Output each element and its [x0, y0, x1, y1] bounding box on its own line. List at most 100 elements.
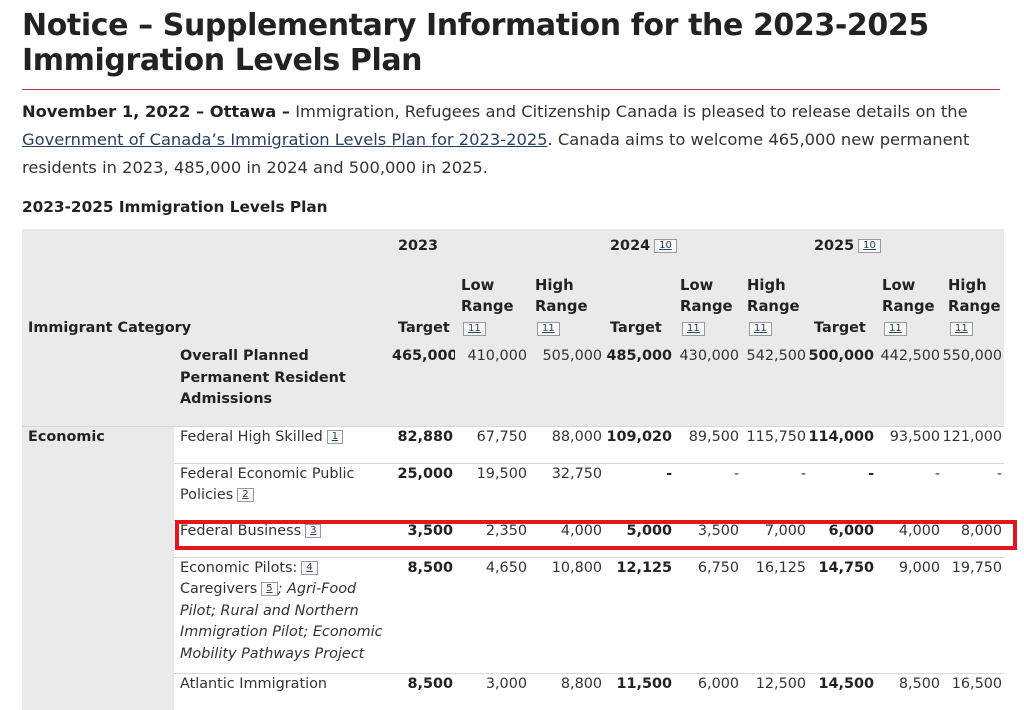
value-cell: 25,000 — [392, 463, 456, 520]
footnote-link[interactable]: 10 — [858, 239, 881, 253]
high-range-header: High Range 11 — [741, 264, 809, 346]
value-cell: 19,500 — [455, 463, 530, 520]
immigration-levels-table: Immigrant Category 2023 2024 10 2025 10 Ta… — [22, 229, 1005, 710]
intro-text-before-link: Immigration, Refugees and Citizenship Ca… — [290, 102, 968, 121]
value-cell: - — [808, 463, 877, 520]
subcategory-cell: Federal Business 3 — [174, 520, 393, 557]
value-cell: 8,800 — [529, 673, 605, 710]
subcategory-cell: Federal Economic Public Policies 2 — [174, 463, 393, 520]
table-row-federal-high-skilled: Economic Federal High Skilled 1 82,880 67… — [22, 426, 1005, 710]
value-cell: 500,000 — [808, 346, 877, 426]
footnote-link[interactable]: 1 — [326, 429, 344, 444]
value-cell: 505,000 — [529, 346, 605, 426]
value-cell: 8,500 — [392, 557, 456, 673]
value-cell: 6,000 — [808, 520, 877, 557]
value-cell: 2,350 — [455, 520, 530, 557]
value-cell: 114,000 — [808, 426, 877, 463]
value-cell: 4,650 — [455, 557, 530, 673]
page-title: Notice – Supplementary Information for t… — [22, 8, 929, 78]
value-cell: 542,500 — [741, 346, 809, 426]
value-cell: 6,000 — [674, 673, 742, 710]
value-cell: 93,500 — [876, 426, 943, 463]
value-cell: 8,500 — [876, 673, 943, 710]
value-cell: - — [604, 463, 675, 520]
value-cell: 465,000 — [392, 346, 456, 426]
value-cell: 410,000 — [455, 346, 530, 426]
value-cell: 7,000 — [741, 520, 809, 557]
subcategory-cell: Overall Planned Permanent Resident Admis… — [174, 346, 393, 426]
value-cell: 6,750 — [674, 557, 742, 673]
levels-plan-link[interactable]: Government of Canada’s Immigration Level… — [22, 130, 548, 149]
subcategory-cell: Federal High Skilled 1 — [174, 426, 393, 463]
value-cell: 9,000 — [876, 557, 943, 673]
value-cell: 5,000 — [604, 520, 675, 557]
value-cell: 109,020 — [604, 426, 675, 463]
value-cell: 12,125 — [604, 557, 675, 673]
footnote-link[interactable]: 11 — [884, 321, 907, 336]
footnote-link[interactable]: 11 — [749, 321, 772, 336]
year-header-2024: 2024 10 — [604, 229, 809, 264]
value-cell: 14,750 — [808, 557, 877, 673]
value-cell: 32,750 — [529, 463, 605, 520]
target-header: Target — [604, 264, 675, 346]
footnote-link[interactable]: 10 — [654, 239, 677, 253]
high-range-header: High Range 11 — [942, 264, 1005, 346]
title-divider — [22, 89, 1000, 90]
value-cell: - — [741, 463, 809, 520]
footnote-link[interactable]: 3 — [305, 523, 322, 538]
category-column-header: Immigrant Category — [22, 229, 393, 346]
value-cell: 12,500 — [741, 673, 809, 710]
value-cell: 8,000 — [942, 520, 1005, 557]
year-header-2025: 2025 10 — [808, 229, 1005, 264]
value-cell: 550,000 — [942, 346, 1005, 426]
value-cell: 19,750 — [942, 557, 1005, 673]
table-row-economic-pilots: Economic Pilots: 4 Caregivers 5; Agri-Food … — [22, 557, 1005, 673]
category-cell-economic: Economic — [22, 426, 174, 710]
subcategory-cell: Atlantic Immigration — [174, 673, 393, 710]
low-range-header: Low Range 11 — [674, 264, 742, 346]
footnote-link[interactable]: 11 — [950, 321, 973, 336]
value-cell: 16,125 — [741, 557, 809, 673]
value-cell: - — [876, 463, 943, 520]
footnote-link[interactable]: 11 — [682, 321, 705, 336]
value-cell: 430,000 — [674, 346, 742, 426]
table-row-federal-business: Federal Business 3 3,500 2,350 4,000 5,00… — [22, 520, 1005, 557]
value-cell: 121,000 — [942, 426, 1005, 463]
value-cell: 442,500 — [876, 346, 943, 426]
footnote-link[interactable]: 11 — [463, 321, 486, 336]
high-range-header: High Range 11 — [529, 264, 605, 346]
intro-text-after-link: . Canada aims to welcome 465,000 new per… — [22, 130, 970, 177]
value-cell: 4,000 — [529, 520, 605, 557]
value-cell: - — [674, 463, 742, 520]
target-header: Target — [392, 264, 456, 346]
footnote-link[interactable]: 11 — [537, 321, 560, 336]
value-cell: 88,000 — [529, 426, 605, 463]
value-cell: 3,500 — [392, 520, 456, 557]
value-cell: 8,500 — [392, 673, 456, 710]
footnote-link[interactable]: 4 — [301, 560, 318, 575]
intro-dateline: November 1, 2022 – Ottawa – — [22, 102, 291, 121]
category-cell — [22, 346, 174, 426]
value-cell: 4,000 — [876, 520, 943, 557]
low-range-header: Low Range 11 — [455, 264, 530, 346]
value-cell: 115,750 — [741, 426, 809, 463]
table-row-overall: Overall Planned Permanent Resident Admis… — [22, 346, 1005, 426]
footnote-link[interactable]: 5 — [261, 582, 278, 596]
value-cell: 3,000 — [455, 673, 530, 710]
value-cell: - — [942, 463, 1005, 520]
value-cell: 16,500 — [942, 673, 1005, 710]
year-header-2023: 2023 — [392, 229, 605, 264]
value-cell: 67,750 — [455, 426, 530, 463]
table-caption: 2023-2025 Immigration Levels Plan — [22, 198, 328, 216]
footnote-link[interactable]: 2 — [237, 488, 254, 502]
value-cell: 14,500 — [808, 673, 877, 710]
value-cell: 3,500 — [674, 520, 742, 557]
table-row-atlantic-immigration: Atlantic Immigration 8,500 3,000 8,800 1… — [22, 673, 1005, 710]
table-row-federal-economic-public-policies: Federal Economic Public Policies 2 25,000… — [22, 463, 1005, 520]
value-cell: 10,800 — [529, 557, 605, 673]
subcategory-cell: Economic Pilots: 4 Caregivers 5; Agri-Food … — [174, 557, 393, 673]
value-cell: 485,000 — [604, 346, 675, 426]
target-header: Target — [808, 264, 877, 346]
low-range-header: Low Range 11 — [876, 264, 943, 346]
